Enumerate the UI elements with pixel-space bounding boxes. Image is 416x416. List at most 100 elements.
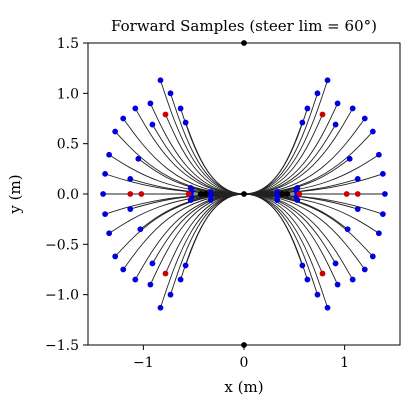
- y-tick-label: −0.5: [45, 237, 79, 253]
- trajectory-curve: [243, 193, 354, 280]
- blue-sample-point: [167, 291, 174, 298]
- blue-sample-point: [207, 193, 214, 199]
- red-sample-point: [354, 191, 361, 197]
- blue-sample-point: [382, 191, 388, 197]
- blue-sample-point: [344, 226, 351, 233]
- blue-sample-point: [157, 77, 164, 84]
- blue-sample-point: [294, 185, 301, 191]
- blue-sample-point: [177, 276, 184, 283]
- black-sample-point: [202, 191, 209, 197]
- blue-sample-point: [304, 105, 311, 112]
- trajectory-curve: [170, 193, 245, 295]
- trajectory-curve: [243, 108, 354, 195]
- blue-sample-point: [304, 276, 311, 283]
- blue-sample-point: [274, 193, 281, 199]
- y-tick-label: 0.0: [57, 187, 79, 203]
- trajectory-curve: [114, 131, 245, 195]
- blue-sample-point: [375, 151, 382, 158]
- blue-sample-point: [147, 281, 154, 288]
- red-sample-point: [319, 270, 326, 277]
- blue-sample-point: [361, 115, 368, 122]
- trajectory-curve: [114, 193, 245, 257]
- blue-sample-point: [299, 119, 306, 126]
- blue-sample-point: [177, 105, 184, 112]
- black-sample-point: [279, 191, 286, 197]
- trajectory-curve: [243, 118, 366, 195]
- blue-sample-point: [334, 100, 341, 107]
- trajectory-curve: [134, 193, 245, 280]
- blue-sample-point: [379, 170, 386, 177]
- blue-sample-point: [369, 253, 376, 260]
- trajectory-curve: [160, 80, 245, 195]
- trajectory-curve: [165, 193, 245, 274]
- blue-sample-point: [100, 191, 106, 197]
- trajectory-curve: [185, 193, 245, 266]
- black-sample-point: [284, 191, 291, 197]
- blue-sample-point: [274, 189, 281, 195]
- red-sample-point: [296, 191, 303, 197]
- trajectory-curve: [243, 193, 374, 257]
- blue-sample-point: [127, 206, 134, 213]
- blue-sample-point: [106, 151, 113, 158]
- red-sample-point: [185, 191, 192, 197]
- black-sample-point: [241, 191, 247, 197]
- x-tick-label: 1: [340, 355, 349, 371]
- trajectory-curve: [152, 193, 245, 264]
- trajectory-curve: [243, 193, 303, 266]
- blue-sample-point: [274, 197, 281, 203]
- black-sample-point: [197, 191, 204, 197]
- blue-sample-point: [167, 90, 174, 97]
- blue-sample-point: [332, 121, 339, 128]
- trajectory-curve: [243, 108, 308, 195]
- blue-sample-point: [324, 77, 331, 84]
- trajectory-curve: [243, 193, 318, 295]
- trajectory-curve: [122, 118, 245, 195]
- blue-sample-point: [132, 276, 139, 283]
- trajectory-curve: [243, 80, 328, 195]
- red-sample-point: [343, 191, 350, 197]
- blue-sample-point: [324, 304, 331, 311]
- trajectory-curve: [180, 193, 245, 280]
- trajectory-curve: [243, 122, 303, 195]
- blue-sample-point: [187, 197, 194, 203]
- blue-sample-point: [369, 128, 376, 135]
- blue-sample-point: [379, 211, 386, 218]
- trajectory-curve: [165, 114, 245, 195]
- blue-sample-point: [112, 253, 119, 260]
- blue-sample-point: [102, 170, 109, 177]
- blue-sample-point: [102, 211, 109, 218]
- blue-sample-point: [207, 197, 214, 203]
- blue-sample-point: [157, 304, 164, 311]
- red-sample-point: [162, 111, 169, 118]
- blue-sample-point: [187, 185, 194, 191]
- x-tick-label: −1: [133, 355, 154, 371]
- red-sample-point: [127, 191, 134, 197]
- y-tick-label: −1.0: [45, 288, 79, 304]
- trajectory-curve: [152, 124, 245, 195]
- blue-sample-point: [314, 90, 321, 97]
- y-tick-label: 1.5: [57, 36, 79, 52]
- blue-sample-point: [375, 230, 382, 237]
- trajectory-curve: [134, 108, 245, 195]
- blue-sample-point: [294, 197, 301, 203]
- trajectory-curve: [243, 193, 323, 274]
- blue-sample-point: [354, 176, 361, 182]
- blue-sample-point: [354, 206, 361, 213]
- y-tick-label: −1.5: [45, 338, 79, 354]
- trajectory-curve: [243, 131, 374, 195]
- chart-title: Forward Samples (steer lim = 60°): [111, 17, 377, 35]
- blue-sample-point: [334, 281, 341, 288]
- y-tick-label: 1.0: [57, 86, 79, 102]
- sample-points: [100, 40, 388, 348]
- blue-sample-point: [182, 262, 189, 269]
- blue-sample-point: [149, 260, 156, 267]
- blue-sample-point: [149, 121, 156, 128]
- trajectory-curve: [243, 193, 308, 280]
- blue-sample-point: [361, 266, 368, 273]
- blue-sample-point: [106, 230, 113, 237]
- blue-sample-point: [120, 266, 127, 273]
- blue-sample-point: [349, 105, 356, 112]
- y-tick-label: 0.5: [57, 137, 79, 153]
- blue-sample-point: [132, 105, 139, 112]
- blue-sample-point: [207, 189, 214, 195]
